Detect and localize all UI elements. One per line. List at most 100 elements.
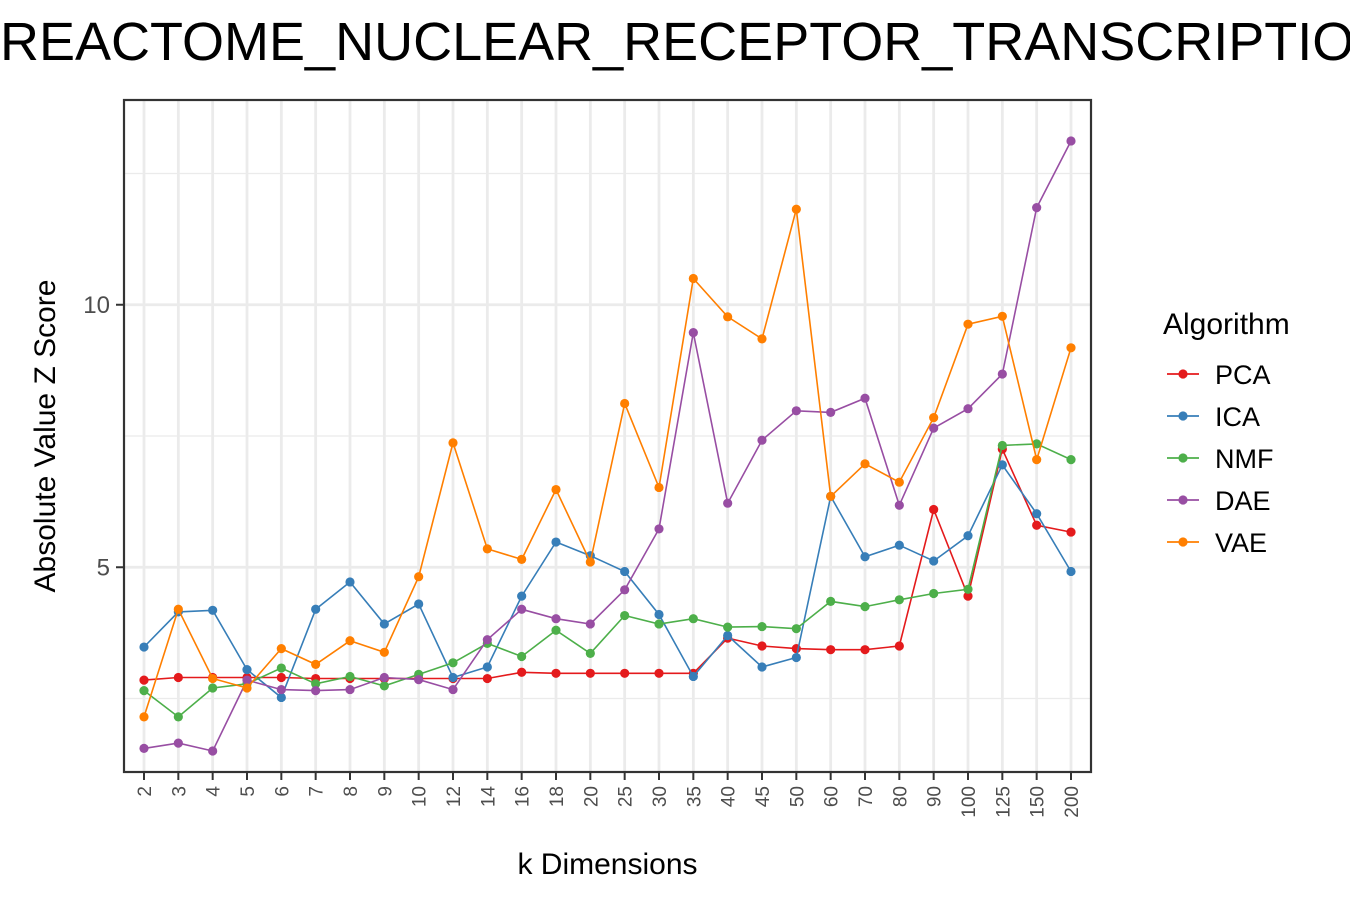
data-point-ica [482,662,492,672]
data-point-dae [826,407,836,417]
data-point-dae [860,393,870,403]
x-tick-label: 35 [684,786,705,807]
data-point-nmf [585,648,595,658]
data-point-pca [173,672,183,683]
data-point-dae [173,738,183,748]
x-tick-label: 80 [890,786,911,807]
data-point-dae [379,672,389,683]
data-point-vae [1066,343,1076,353]
data-point-ica [551,537,561,547]
data-point-vae [894,477,904,487]
data-point-dae [517,604,527,614]
data-point-ica [688,671,698,682]
y-axis-label: Absolute Value Z Score [29,280,62,593]
x-tick-label: 16 [513,786,534,807]
data-point-dae [276,684,286,695]
data-point-pca [1032,520,1042,530]
data-point-ica [1032,509,1042,519]
x-tick-label: 18 [547,786,568,807]
data-point-pca [963,591,973,601]
data-point-ica [620,566,630,577]
data-point-ica [242,665,252,675]
x-tick-label: 90 [925,786,946,807]
data-point-nmf [963,584,973,594]
data-point-nmf [620,610,630,621]
x-tick-label: 25 [616,786,637,807]
series-line-pca [143,446,1072,681]
data-point-vae [482,544,492,554]
data-point-nmf [345,671,355,682]
data-point-ica [723,630,733,641]
data-point-ica [654,609,664,620]
data-point-ica [448,672,458,683]
data-point-pca [585,668,595,678]
data-point-ica [379,619,389,629]
data-point-dae [311,686,321,696]
data-point-nmf [551,625,561,635]
legend-key-point-ica [1178,411,1188,421]
x-tick-label: 5 [238,786,259,797]
data-point-vae [1032,455,1042,465]
data-point-ica [1066,566,1076,577]
data-point-vae [208,673,218,684]
data-point-nmf [208,683,218,693]
data-point-pca [551,668,561,678]
data-point-vae [826,491,836,501]
legend: Algorithm PCA ICA NMF DAE VAE [1163,308,1290,558]
legend-key-point-dae [1178,495,1188,505]
data-point-dae [997,369,1007,379]
data-point-nmf [757,621,767,632]
x-tick-label: 2 [135,786,156,797]
data-point-vae [242,683,252,693]
x-tick-label: 200 [1062,786,1083,818]
data-point-nmf [311,679,321,689]
data-point-nmf [276,663,286,673]
series-layer [139,136,1076,756]
data-point-pca [654,668,664,678]
plot-panel-border [122,98,1093,774]
data-point-nmf [139,686,149,696]
data-point-ica [311,604,321,614]
data-point-dae [1032,203,1042,213]
data-point-vae [620,398,630,409]
legend-label-dae: DAE [1215,486,1271,516]
x-tick-label: 60 [822,786,843,807]
data-point-vae [414,572,424,582]
data-point-vae [654,482,664,493]
x-tick-label: 14 [478,786,499,808]
series-line-ica [143,463,1072,699]
data-point-nmf [929,588,939,599]
data-point-nmf [448,658,458,668]
legend-label-vae: VAE [1215,528,1267,558]
data-point-pca [276,672,286,683]
data-point-ica [929,556,939,566]
data-point-vae [311,659,321,669]
data-point-dae [139,743,149,753]
data-point-pca [860,645,870,655]
data-point-nmf [997,440,1007,451]
data-point-nmf [379,681,389,691]
data-point-pca [826,645,836,655]
data-point-ica [894,540,904,550]
data-point-ica [414,599,424,609]
x-tick-label: 9 [375,786,396,797]
data-point-dae [791,406,801,416]
x-axis-label: k Dimensions [517,848,697,881]
data-point-pca [620,668,630,678]
data-point-ica [997,460,1007,470]
data-point-dae [414,675,424,685]
x-tick-label: 4 [204,786,225,797]
data-point-pca [139,675,149,685]
data-point-dae [208,746,218,756]
data-point-ica [139,642,149,652]
data-point-ica [757,662,767,672]
legend-label-ica: ICA [1215,402,1260,432]
data-point-dae [963,404,973,414]
data-point-vae [173,604,183,614]
data-point-ica [276,692,286,703]
data-point-dae [345,684,355,695]
x-tick-label: 40 [719,786,740,807]
data-point-dae [585,619,595,629]
data-point-vae [860,459,870,469]
legend-label-pca: PCA [1215,360,1271,390]
